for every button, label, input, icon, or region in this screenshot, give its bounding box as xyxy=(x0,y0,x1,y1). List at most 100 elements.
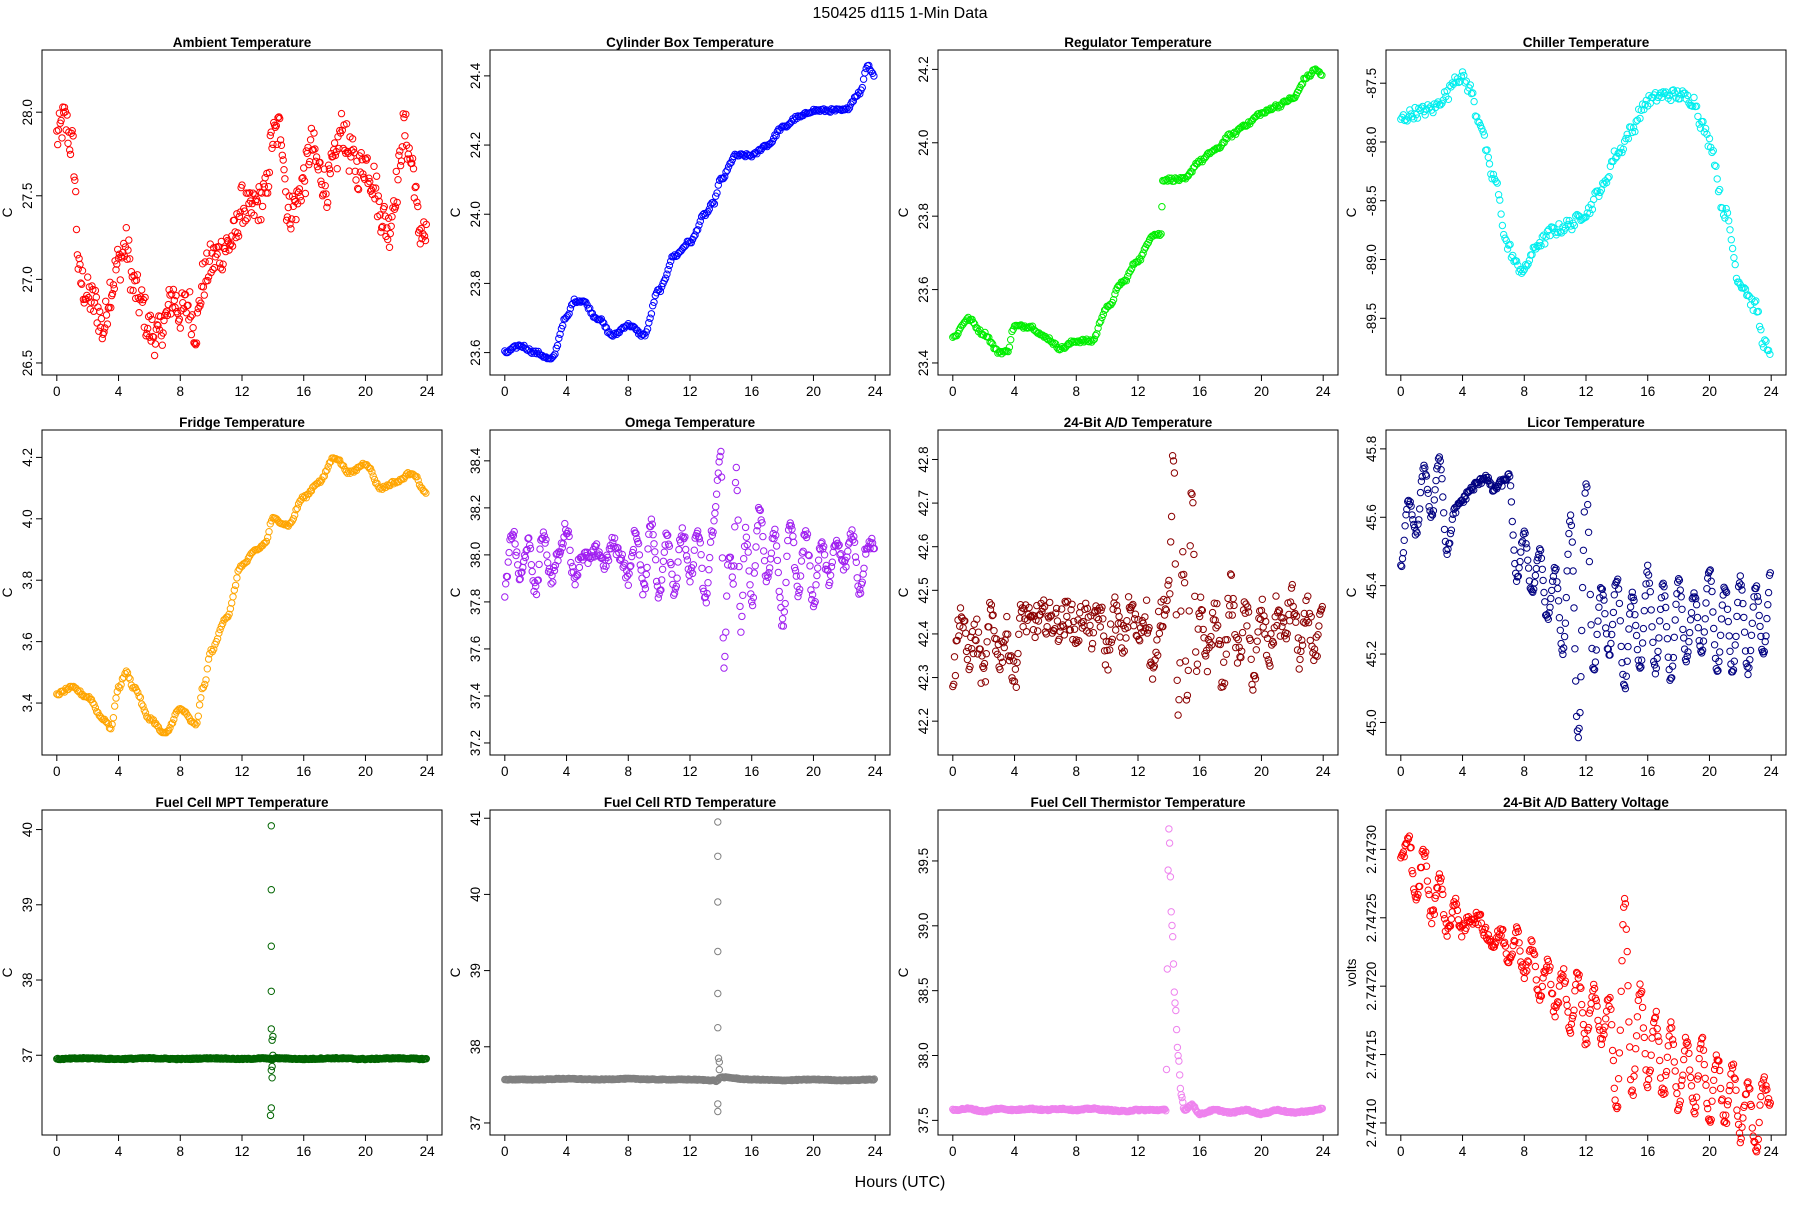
data-point xyxy=(1237,123,1245,132)
data-point xyxy=(1732,1086,1740,1094)
data-point xyxy=(392,167,400,176)
x-tick-label: 8 xyxy=(625,1144,633,1159)
x-tick-label: 12 xyxy=(1130,1144,1145,1159)
data-point xyxy=(740,555,748,563)
data-point xyxy=(1177,607,1185,615)
data-point xyxy=(1610,1084,1619,1093)
data-point xyxy=(326,169,334,178)
data-point xyxy=(1692,601,1701,609)
data-point xyxy=(192,339,201,347)
data-point xyxy=(1540,588,1548,597)
data-point xyxy=(150,333,158,341)
data-point xyxy=(103,320,112,328)
data-point xyxy=(1399,549,1408,557)
x-tick-label: 4 xyxy=(1011,1144,1019,1159)
x-tick-label: 4 xyxy=(1459,384,1467,399)
data-point xyxy=(1469,89,1477,97)
data-point xyxy=(622,574,630,582)
x-tick-label: 16 xyxy=(1192,764,1207,779)
plot-frame xyxy=(41,429,443,756)
data-point xyxy=(1617,642,1625,651)
plot-frame xyxy=(41,809,443,1136)
data-point xyxy=(1230,601,1238,610)
data-point xyxy=(1595,192,1603,201)
data-point xyxy=(1755,322,1764,331)
data-point xyxy=(746,581,754,589)
data-point xyxy=(186,288,194,296)
data-point xyxy=(1602,624,1610,632)
data-point xyxy=(1671,1067,1679,1075)
data-point xyxy=(950,653,959,661)
data-point xyxy=(1165,825,1173,833)
data-point xyxy=(1416,488,1425,497)
data-point xyxy=(1130,622,1138,630)
data-point xyxy=(772,542,781,550)
data-point xyxy=(1578,1009,1587,1017)
outlier-point xyxy=(266,1111,275,1120)
data-point xyxy=(987,338,996,347)
data-point xyxy=(1609,1056,1618,1065)
y-tick-label: 40 xyxy=(20,822,35,837)
plot-frame xyxy=(489,49,891,376)
data-point xyxy=(1447,83,1455,91)
x-tick-label: 12 xyxy=(1578,384,1593,399)
data-point xyxy=(1109,296,1118,304)
data-point xyxy=(294,188,303,197)
data-point xyxy=(1647,606,1655,614)
data-point xyxy=(1748,619,1757,627)
data-point xyxy=(1252,112,1261,120)
outlier-point xyxy=(714,1107,722,1116)
data-point xyxy=(1532,976,1541,984)
y-tick-label: 37.6 xyxy=(468,636,483,662)
data-point xyxy=(549,578,557,586)
data-point xyxy=(1106,620,1115,628)
data-point xyxy=(420,218,428,226)
data-point xyxy=(1007,336,1015,344)
data-point xyxy=(321,182,329,190)
data-point xyxy=(132,276,141,284)
data-point xyxy=(1537,242,1545,250)
data-point xyxy=(1423,877,1432,885)
data-point xyxy=(241,217,250,225)
data-point xyxy=(1588,644,1596,653)
data-point xyxy=(1655,1037,1663,1045)
data-point xyxy=(1676,1097,1685,1105)
y-tick-label: 42.6 xyxy=(916,534,931,560)
data-point xyxy=(125,236,133,244)
data-point xyxy=(78,267,87,275)
data-point xyxy=(188,311,197,319)
data-point xyxy=(1099,615,1107,623)
data-point xyxy=(1519,267,1527,276)
data-point xyxy=(1677,593,1685,601)
data-point xyxy=(1176,1084,1185,1093)
data-point xyxy=(1740,284,1748,292)
data-point xyxy=(286,220,294,228)
y-axis-label: C xyxy=(448,207,463,217)
panel-title: Fridge Temperature xyxy=(179,415,305,430)
outlier-point xyxy=(714,898,722,906)
data-point xyxy=(649,531,657,539)
data-point xyxy=(190,339,198,347)
data-point xyxy=(1508,517,1517,526)
data-point xyxy=(1547,594,1555,603)
data-point xyxy=(1639,624,1648,633)
data-point xyxy=(1485,160,1494,168)
panel-title: Fuel Cell MPT Temperature xyxy=(155,795,329,810)
data-point xyxy=(713,476,722,484)
data-point xyxy=(1625,1018,1633,1026)
data-point xyxy=(766,564,774,572)
data-point xyxy=(1173,1043,1182,1052)
data-point xyxy=(777,603,785,612)
data-point xyxy=(265,168,274,177)
data-point xyxy=(384,214,393,222)
y-tick-label: 23.6 xyxy=(468,339,483,365)
y-axis-label: C xyxy=(896,587,911,597)
data-point xyxy=(1447,915,1456,923)
data-point xyxy=(1156,231,1164,240)
data-point xyxy=(635,551,644,559)
data-point xyxy=(1622,134,1630,143)
data-point xyxy=(1580,508,1589,516)
data-point xyxy=(1638,100,1647,108)
data-point xyxy=(1318,71,1326,79)
